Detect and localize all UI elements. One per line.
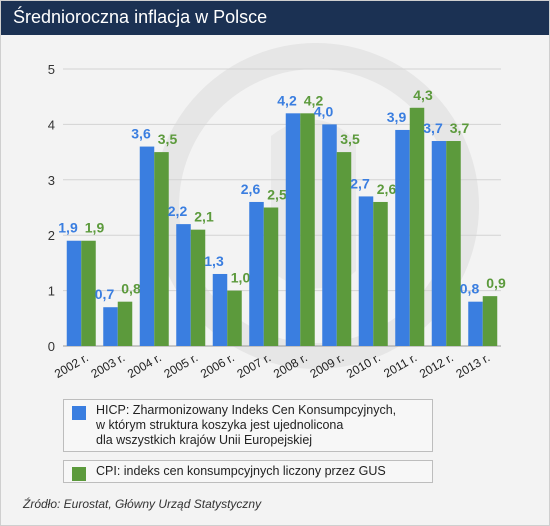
data-label-cpi: 0,8 [121,281,141,297]
bar-cpi [117,301,133,346]
x-tick-label: 2003 r. [88,350,127,380]
bar-hicp [212,273,228,346]
legend-label-hicp: HICP: Zharmonizowany Indeks Cen Konsumpc… [96,403,397,447]
data-label-cpi: 4,3 [413,87,433,103]
data-label-hicp: 1,9 [58,220,78,236]
legend-item-cpi: CPI: indeks cen konsumpcyjnych liczony p… [63,460,433,483]
bar-hicp [103,307,118,346]
x-tick-label: 2008 r. [271,350,310,380]
x-tick-label: 2006 r. [198,350,237,380]
data-label-hicp: 3,6 [131,126,151,142]
bar-hicp [139,146,155,346]
legend: HICP: Zharmonizowany Indeks Cen Konsumpc… [63,399,433,483]
y-tick-label: 1 [48,284,55,299]
data-label-hicp: 3,9 [387,109,407,125]
data-label-cpi: 2,6 [377,181,397,197]
bar-hicp [468,301,483,346]
legend-swatch-cpi [72,467,86,481]
bar-hicp [431,141,447,346]
data-label-hicp: 3,7 [423,120,443,136]
data-label-cpi: 3,5 [340,131,360,147]
bar-cpi [300,113,315,346]
data-label-hicp: 2,6 [241,181,261,197]
x-tick-label: 2013 r. [453,350,492,380]
data-label-cpi: 1,9 [85,220,105,236]
data-label-hicp: 2,7 [350,175,370,191]
y-tick-label: 0 [48,339,55,354]
bar-cpi [263,207,279,346]
data-label-cpi: 1,0 [231,270,251,286]
x-tick-label: 2005 r. [161,350,200,380]
bar-cpi [81,240,96,346]
bar-cpi [446,141,461,346]
bar-hicp [285,113,301,346]
data-label-cpi: 4,2 [304,92,324,108]
bar-cpi [336,152,352,346]
data-label-cpi: 0,9 [486,275,506,291]
bar-cpi [409,107,425,346]
x-tick-label: 2007 r. [234,350,273,380]
data-label-cpi: 2,1 [194,209,214,225]
chart-title: Średnioroczna inflacja w Polsce [13,7,268,27]
legend-label-cpi: CPI: indeks cen konsumpcyjnych liczony p… [96,464,386,478]
y-tick-label: 5 [48,62,55,77]
data-label-hicp: 2,2 [168,203,188,219]
y-tick-label: 3 [48,173,55,188]
data-label-hicp: 4,2 [277,92,297,108]
data-label-cpi: 3,5 [158,131,178,147]
legend-item-hicp: HICP: Zharmonizowany Indeks Cen Konsumpc… [63,399,433,452]
data-label-hicp: 1,3 [204,253,224,269]
source-note: Źródło: Eurostat, Główny Urząd Statystyc… [23,497,262,511]
x-tick-label: 2004 r. [125,350,164,380]
bar-chart: 0 1 2 3 4 5 1,9 1,9 2002 r. 0,7 0,8 2003 r. 3,6 3,5 20… [48,62,506,381]
data-label-hicp: 0,8 [460,281,480,297]
x-tick-label: 2011 r. [381,350,419,380]
x-tick-label: 2012 r. [417,350,456,380]
bar-cpi [190,229,206,346]
data-label-hicp: 0,7 [95,286,115,302]
bar-cpi [154,152,169,346]
bar-cpi [373,201,388,346]
title-bar: Średnioroczna inflacja w Polsce [1,1,549,35]
bar-hicp [395,129,410,346]
y-tick-label: 4 [48,117,55,132]
bar-hicp [322,124,337,347]
x-tick-label: 2010 r. [344,350,383,380]
bar-hicp [249,201,264,346]
bar-hicp [358,196,374,346]
data-label-cpi: 2,5 [267,187,287,203]
x-tick-label: 2002 r. [52,350,91,380]
bar-cpi [482,296,498,346]
data-label-hicp: 4,0 [314,103,334,119]
data-label-cpi: 3,7 [450,120,470,136]
x-tick-label: 2009 r. [307,350,346,380]
bar-hicp [66,240,82,346]
legend-swatch-hicp [72,406,86,420]
y-tick-label: 2 [48,228,55,243]
bar-cpi [227,290,242,346]
bar-hicp [176,224,191,346]
